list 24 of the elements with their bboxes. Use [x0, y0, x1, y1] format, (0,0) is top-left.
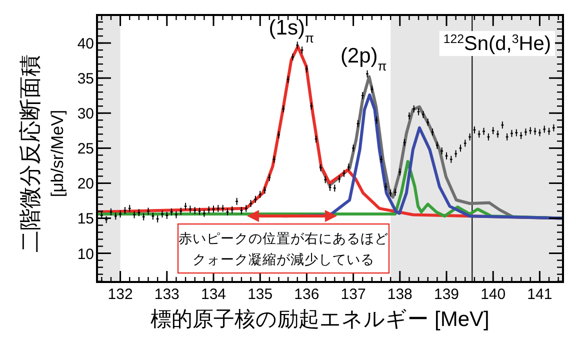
- x-tick-label: 139: [434, 286, 460, 303]
- annotation: (2p)$_{π}$: [340, 44, 387, 74]
- y-tick-label: 15: [77, 210, 94, 228]
- y-tick-label: 30: [77, 106, 94, 123]
- x-tick-label: 136: [294, 286, 320, 303]
- x-axis-title: 標的原子核の励起エネルギー [MeV]: [150, 308, 490, 331]
- y-tick-label: 35: [77, 70, 94, 88]
- annotation: $^{122}$Sn(d,$^{3}$He): [443, 32, 551, 55]
- y-tick-label: 20: [77, 176, 94, 193]
- x-tick-label: 132: [108, 286, 133, 303]
- x-tick-label: 141: [527, 286, 552, 303]
- x-tick-label: 134: [200, 286, 226, 303]
- y-axis-title: 二階微分反応断面積 [μb/sr/MeV]: [18, 54, 67, 252]
- y-tick-label: 10: [77, 246, 94, 263]
- y-tick-label: 25: [77, 140, 94, 158]
- annotation: (1s)$_{π}$: [268, 16, 314, 46]
- x-tick-label: 138: [387, 286, 412, 303]
- x-tick-label: 133: [154, 286, 180, 303]
- annotation: クォーク凝縮が減少している: [192, 252, 374, 267]
- x-tick-label: 135: [248, 286, 273, 303]
- annotation: 赤いピークの位置が右にあるほど: [178, 231, 388, 246]
- x-tick-label: 137: [340, 286, 366, 303]
- x-tick-label: 140: [480, 286, 506, 303]
- y-tick-label: 40: [77, 36, 94, 53]
